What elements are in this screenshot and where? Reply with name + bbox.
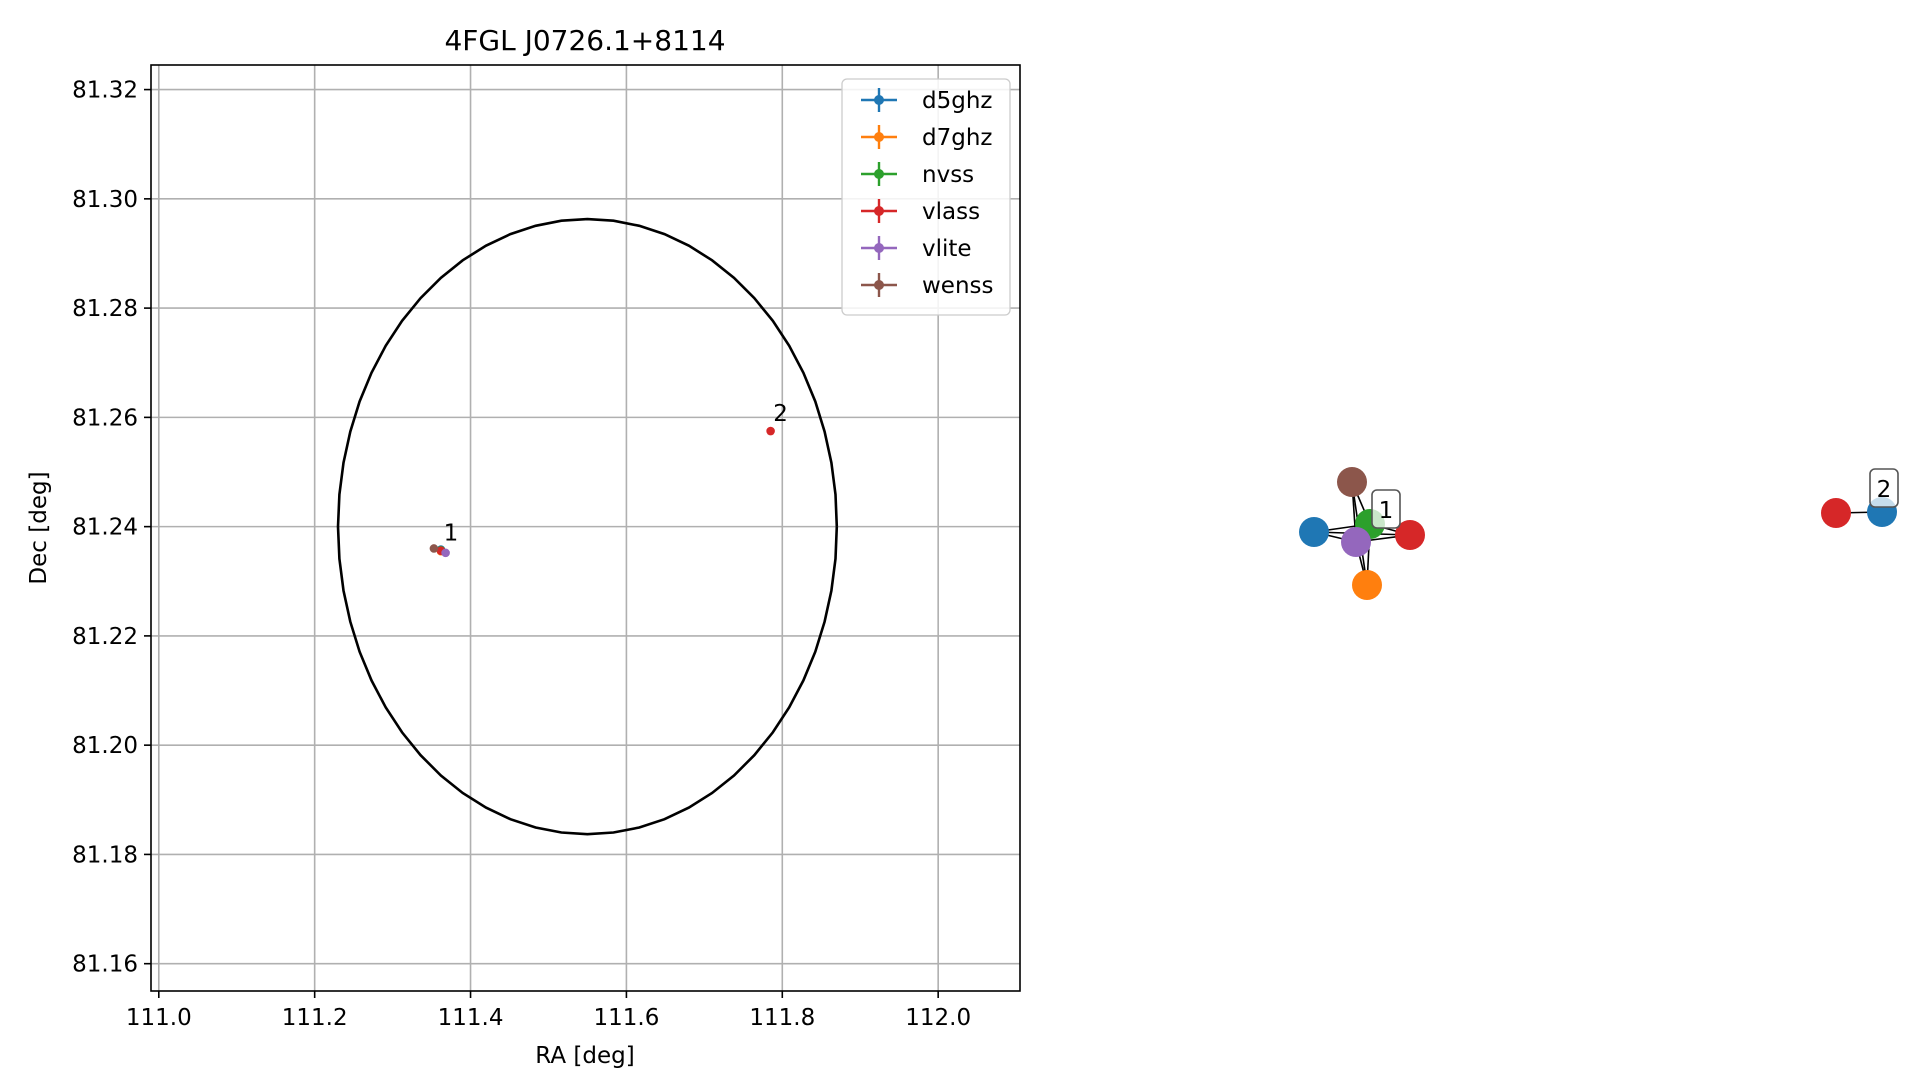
network-group-labels: 12 [1371, 468, 1899, 529]
x-axis-ticks: 111.0 111.2 111.4 111.6 111.8 112.0 [126, 991, 971, 1031]
legend-marker-dot [874, 95, 884, 105]
y-tick-label: 81.16 [72, 952, 138, 978]
scatter-panel: 4FGL J0726.1+8114 12 111.0 111.2 111.4 111.… [26, 24, 1021, 1069]
legend-entry-d5ghz: d5ghz [861, 88, 992, 114]
group-label-box [1371, 489, 1401, 529]
group-label: 1 [1379, 498, 1394, 524]
legend-label: vlite [922, 236, 972, 262]
legend-label: d5ghz [922, 88, 992, 114]
y-tick-label: 81.18 [72, 842, 138, 868]
legend: d5ghz d7ghz nvss vlass vlite wenss [841, 78, 1011, 316]
x-tick-label: 111.2 [282, 1005, 348, 1031]
network-node-d7ghz-1 [1352, 570, 1382, 600]
legend-marker-dot [874, 169, 884, 179]
point-annotations: 12 [444, 401, 788, 547]
x-tick-label: 112.0 [905, 1005, 971, 1031]
legend-entry-nvss: nvss [861, 162, 974, 188]
x-axis-label: RA [deg] [535, 1043, 634, 1069]
y-tick-label: 81.32 [72, 78, 138, 104]
data-points [429, 426, 775, 558]
data-point-vlass [766, 426, 775, 436]
y-tick-label: 81.28 [72, 296, 138, 322]
x-tick-label: 111.8 [749, 1005, 815, 1031]
legend-entry-vlite: vlite [861, 236, 972, 262]
y-tick-label: 81.20 [72, 733, 138, 759]
y-axis-label: Dec [deg] [26, 471, 52, 584]
legend-entry-wenss: wenss [861, 273, 994, 299]
network-node-d5ghz-1 [1299, 517, 1329, 547]
x-tick-label: 111.4 [438, 1005, 504, 1031]
x-tick-label: 111.6 [593, 1005, 659, 1031]
point-annotation: 2 [773, 401, 788, 427]
network-node-vlite-1 [1341, 527, 1371, 557]
network-node-vlass-2 [1821, 498, 1851, 528]
legend-entry-d7ghz: d7ghz [861, 125, 992, 151]
legend-marker-dot [874, 132, 884, 142]
localization-ellipse [336, 217, 839, 836]
group-label-box [1869, 468, 1899, 508]
legend-marker-dot [874, 280, 884, 290]
y-tick-label: 81.26 [72, 405, 138, 431]
legend-marker-dot [874, 243, 884, 253]
chart-title: 4FGL J0726.1+8114 [444, 24, 725, 57]
grid-lines [151, 65, 1020, 991]
point-annotation: 1 [444, 521, 459, 547]
network-node-vlass-1 [1395, 520, 1425, 550]
legend-marker-dot [874, 206, 884, 216]
network-panel: 12 [1299, 467, 1899, 600]
x-tick-label: 111.0 [126, 1005, 192, 1031]
network-nodes [1299, 467, 1897, 600]
legend-label: d7ghz [922, 125, 992, 151]
plot-frame [150, 64, 1021, 992]
legend-label: vlass [922, 199, 980, 225]
y-axis-ticks: 81.16 81.18 81.20 81.22 81.24 81.26 81.28 81.30… [72, 78, 151, 978]
y-tick-label: 81.24 [72, 515, 138, 541]
localization-ellipse-layer [336, 217, 839, 836]
legend-label: nvss [922, 162, 974, 188]
y-tick-label: 81.30 [72, 187, 138, 213]
group-label: 2 [1877, 477, 1892, 503]
legend-label: wenss [922, 273, 994, 299]
data-point-vlite [441, 548, 450, 558]
y-tick-label: 81.22 [72, 624, 138, 650]
legend-entry-vlass: vlass [861, 199, 980, 225]
network-node-wenss-1 [1337, 467, 1367, 497]
data-point-wenss [429, 544, 439, 553]
